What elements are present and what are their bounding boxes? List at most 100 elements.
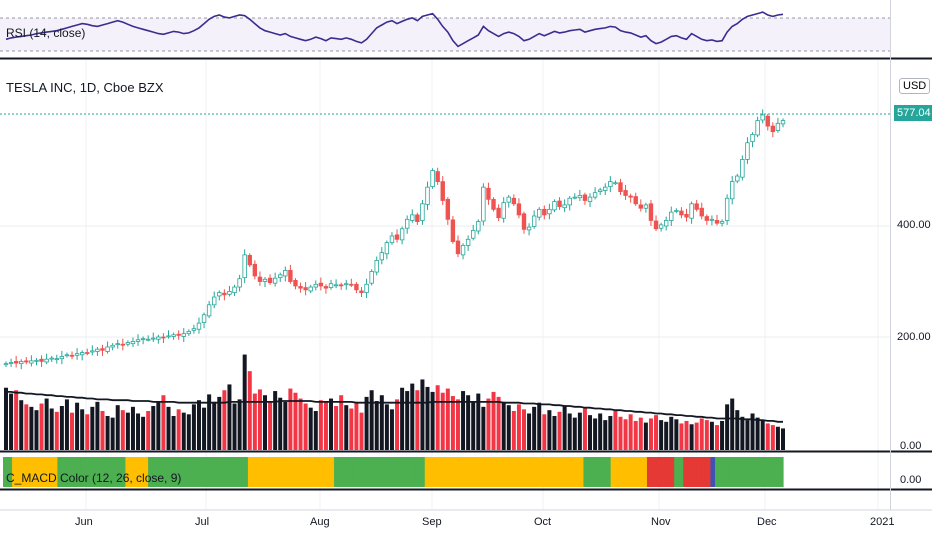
volume-bar [445,388,450,450]
volume-bar [85,414,90,450]
volume-bar [511,410,516,450]
candle [49,357,54,360]
time-tick-jul: Jul [195,516,210,528]
candle [455,240,461,255]
symbol-title[interactable]: TESLA INC, 1D, Cboe BZX [6,80,164,95]
candle [39,358,44,362]
candle [506,196,511,203]
volume-bar [542,414,547,450]
volume-bar [263,395,267,450]
candle [511,197,517,205]
volume-bar [283,401,288,450]
macd-segment [102,457,108,487]
macd-segment [66,457,72,487]
candle [44,358,49,363]
candle [374,260,379,273]
price-tick-200: 200.00 [897,331,931,343]
macd-segment [21,457,27,487]
macd-segment [134,457,140,487]
candle [547,208,552,215]
macd-segment [610,457,616,487]
macd-segment [506,457,512,487]
macd-segment [234,457,240,487]
volume-bar [659,420,664,450]
macd-segment [247,457,254,487]
volume-bar [654,415,659,450]
volume-bar [232,403,237,450]
candle [262,278,268,282]
volume-bar [49,408,54,450]
time-tick-nov: Nov [651,516,671,528]
macd-segment [724,457,730,487]
volume-bar [562,406,567,450]
candle [750,134,755,143]
macd-segment [501,457,507,487]
candle [344,283,349,286]
volume-bar [70,412,75,450]
macd-segment [606,457,612,487]
macd-segment [461,457,467,487]
macd-segment [16,457,22,487]
candle [557,200,562,207]
volume-bar [740,416,745,450]
candle [587,196,593,202]
volume-bar [506,405,511,450]
volume-bar [252,393,257,450]
macd-segment [497,457,503,487]
volume-bar [59,406,64,450]
candle [288,269,293,282]
candle [679,210,684,216]
volume-bar [674,419,679,450]
candle [212,296,217,306]
volume-bar [557,411,562,450]
candle [476,221,481,232]
macd-segment [442,457,449,487]
candle [618,182,623,192]
candle [166,335,171,338]
macd-segment [297,457,303,487]
candle [780,120,786,125]
candle [161,336,166,339]
macd-segment [293,457,299,487]
macd-segment [125,457,131,487]
candle [730,181,735,200]
macd-segment [547,457,553,487]
volume-bar [196,400,201,450]
macd-segment [597,457,603,487]
volume-pane [4,354,785,450]
candle [222,292,227,296]
macd-segment [129,457,136,487]
volume-ma-line [6,390,783,423]
candle [359,290,364,293]
volume-bar [684,420,689,450]
volume-bar [669,416,674,450]
candle [90,350,95,353]
candle [628,195,633,198]
macd-segment [243,457,249,487]
currency-button[interactable]: USD [899,78,931,94]
volume-bar [80,409,85,450]
volume-bar [354,401,359,450]
volume-bar [273,391,278,450]
macd-segment [80,457,86,487]
candle [217,292,222,297]
volume-bar [395,399,400,450]
volume-bar [166,406,171,450]
candle [425,186,430,205]
volume-bar [303,403,308,450]
candle [333,284,339,287]
volume-bar [141,416,146,450]
candle [247,255,252,266]
candle [338,284,344,287]
volume-bar [765,423,770,450]
volume-bar [425,386,430,450]
time-tick-sep: Sep [422,516,442,528]
candle [577,195,583,199]
volume-bar [146,410,151,450]
candle [404,218,410,229]
volume-bar [476,393,481,450]
macd-segment [7,457,13,487]
macd-segment [533,457,539,487]
volume-bar [623,419,628,450]
